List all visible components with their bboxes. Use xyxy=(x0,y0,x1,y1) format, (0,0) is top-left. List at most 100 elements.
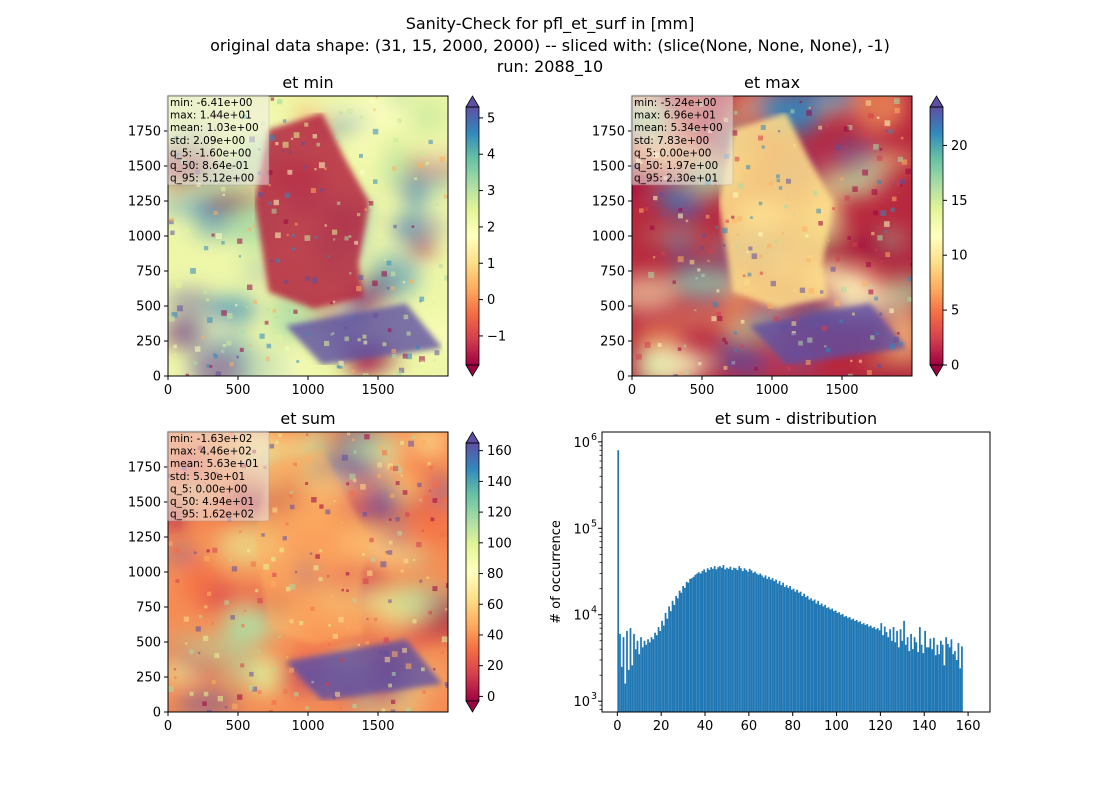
colorbar: 0 5 10 15 20 xyxy=(929,95,968,377)
histogram-bar xyxy=(875,629,877,712)
histogram-bar xyxy=(633,633,635,712)
histogram-bar xyxy=(847,617,849,712)
histogram-bar xyxy=(843,616,846,712)
y-tick-label: 500 xyxy=(600,300,625,315)
histogram-bar xyxy=(685,581,688,712)
histogram-bar xyxy=(815,603,818,712)
histogram-bar xyxy=(773,581,776,712)
histogram-bar xyxy=(659,630,662,712)
histogram-bar xyxy=(861,624,863,712)
panel-title: et sum - distribution xyxy=(715,409,877,428)
histogram-bar xyxy=(910,633,912,712)
y-tick-exponent: 5 xyxy=(591,518,597,529)
histogram-bar xyxy=(645,644,648,712)
histogram-bar xyxy=(759,573,762,712)
colorbar-gradient xyxy=(930,107,943,365)
stats-line: q_50: 1.97e+00 xyxy=(634,160,718,172)
y-tick-label: 250 xyxy=(136,671,161,686)
stats-line: q_50: 4.94e+01 xyxy=(170,496,254,508)
histogram-bar xyxy=(617,450,620,712)
colorbar-extend-min xyxy=(929,364,944,377)
colorbar-tick-label: 4 xyxy=(487,148,495,163)
y-tick-label: 10 xyxy=(573,609,590,624)
histogram-bar xyxy=(959,668,962,712)
colorbar-tick-label: 0 xyxy=(487,293,495,308)
stats-line: std: 5.30e+01 xyxy=(170,471,245,483)
suptitle-line-1: Sanity-Check for pfl_et_surf in [mm] xyxy=(406,14,695,34)
colorbar-tick-label: 2 xyxy=(487,220,495,235)
histogram-bar xyxy=(713,566,716,712)
histogram-bar xyxy=(755,573,758,712)
histogram-frame xyxy=(601,431,991,713)
stats-line: max: 6.96e+01 xyxy=(634,110,716,122)
y-tick-label: 750 xyxy=(136,265,161,280)
histogram-bar xyxy=(761,575,763,712)
histogram-bar xyxy=(652,639,655,712)
histogram-bar xyxy=(741,571,744,712)
x-tick-label: 0 xyxy=(164,719,172,734)
histogram-bar xyxy=(683,587,686,712)
histogram-bar xyxy=(882,635,884,712)
histogram-bar xyxy=(680,592,683,712)
histogram-bar xyxy=(929,638,932,712)
y-tick-label: 250 xyxy=(600,335,625,350)
colorbar: 0 20 40 60 80 100 120 140 160 xyxy=(465,431,512,713)
colorbar-frame xyxy=(465,442,480,702)
histogram-bar xyxy=(961,646,963,712)
histogram-bar xyxy=(804,597,807,712)
histogram-bar xyxy=(906,637,909,712)
histogram-bar xyxy=(941,644,944,712)
histogram-bar xyxy=(925,647,928,712)
histogram-bar xyxy=(627,669,630,712)
histogram-bar xyxy=(808,599,811,712)
histogram-bar xyxy=(740,568,742,712)
histogram-bar xyxy=(701,571,704,712)
histogram-bar xyxy=(696,573,699,712)
x-tick-label: 80 xyxy=(784,719,801,734)
histogram-bar xyxy=(669,611,672,712)
stats-box-background xyxy=(630,94,734,186)
histogram-bar xyxy=(731,569,734,712)
histogram-bar xyxy=(850,619,853,712)
colorbar-tick-label: 20 xyxy=(487,659,504,674)
histogram-bar xyxy=(897,647,900,712)
histogram-bar xyxy=(927,647,930,712)
histogram-bar xyxy=(745,569,748,712)
stats-box-background xyxy=(166,94,270,186)
histogram-bar xyxy=(671,600,674,712)
y-tick-label: 500 xyxy=(136,636,161,651)
histogram-bar xyxy=(726,567,728,712)
colorbar-tick-label: 0 xyxy=(487,690,495,705)
histogram-bar xyxy=(775,579,777,712)
histogram-bar xyxy=(950,639,953,712)
histogram-bar xyxy=(957,643,960,712)
y-tick-label: 0 xyxy=(617,370,625,385)
colorbar-tick-label: 0 xyxy=(951,359,959,374)
histogram-bar xyxy=(889,629,891,712)
colorbar-frame xyxy=(465,106,480,366)
histogram-bar xyxy=(810,598,812,712)
histogram-bar xyxy=(934,655,937,712)
histogram-bar xyxy=(757,574,760,712)
histogram-bar xyxy=(855,619,858,712)
stats-line: q_95: 1.62e+02 xyxy=(170,509,254,521)
histogram-bar xyxy=(648,642,651,712)
y-tick-label: 10 xyxy=(573,522,590,537)
suptitle-line-2: original data shape: (31, 15, 2000, 2000… xyxy=(210,36,890,55)
histogram-bar xyxy=(933,637,935,712)
histogram-bar xyxy=(862,623,865,712)
histogram-bar xyxy=(864,625,867,712)
histogram-bar xyxy=(692,576,695,712)
histogram-bar xyxy=(647,639,649,712)
histogram-bar xyxy=(768,576,770,712)
colorbar-extend-max xyxy=(929,95,944,108)
histogram-bar xyxy=(918,627,921,712)
y-tick-label: 1000 xyxy=(128,566,161,581)
x-tick-label: 1500 xyxy=(361,383,394,398)
panel-title: et min xyxy=(282,73,333,92)
histogram-bar xyxy=(834,610,837,712)
histogram-bar xyxy=(699,573,702,712)
histogram-bar xyxy=(824,604,827,712)
y-tick-label: 10 xyxy=(573,436,590,451)
